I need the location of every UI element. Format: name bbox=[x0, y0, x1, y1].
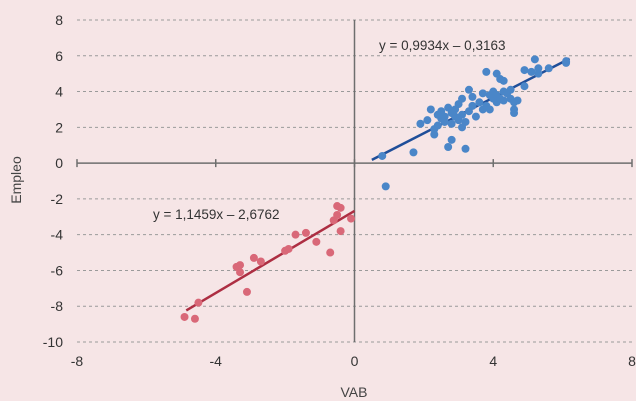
data-point-negative bbox=[336, 203, 345, 212]
x-tick-label: 8 bbox=[628, 353, 636, 369]
data-point-positive bbox=[468, 101, 477, 110]
data-point-positive bbox=[458, 110, 467, 119]
tick-labels: -8 -4 0 4 8 8 6 4 2 0 -2 -4 -6 -8 -10 bbox=[43, 12, 636, 369]
data-point-positive bbox=[458, 94, 467, 103]
data-point-negative bbox=[236, 268, 245, 277]
data-point-positive bbox=[499, 96, 508, 105]
data-point-positive bbox=[378, 151, 387, 160]
data-point-negative bbox=[326, 248, 335, 257]
data-point-positive bbox=[520, 82, 529, 91]
data-point-positive bbox=[447, 135, 456, 144]
data-point-positive bbox=[423, 116, 432, 125]
axes bbox=[76, 20, 633, 342]
data-point-negative bbox=[194, 298, 203, 307]
data-point-positive bbox=[544, 64, 553, 73]
data-point-negative bbox=[180, 312, 189, 321]
y-tick-label: -10 bbox=[43, 334, 63, 350]
data-point-negative bbox=[301, 228, 310, 237]
data-point-positive bbox=[510, 109, 519, 118]
data-point-positive bbox=[416, 119, 425, 128]
y-tick-label: -4 bbox=[51, 227, 64, 243]
y-axis-title: Empleo bbox=[8, 156, 24, 204]
y-tick-label: 0 bbox=[55, 155, 63, 171]
data-point-positive bbox=[447, 119, 456, 128]
x-tick-label: -8 bbox=[71, 353, 84, 369]
data-point-positive bbox=[499, 76, 508, 85]
data-point-negative bbox=[347, 214, 356, 223]
data-point-positive bbox=[464, 85, 473, 94]
y-tick-label: 2 bbox=[55, 119, 63, 135]
y-tick-label: -6 bbox=[51, 262, 64, 278]
trendline-negative bbox=[185, 209, 356, 312]
x-tick-label: 0 bbox=[351, 353, 359, 369]
data-point-positive bbox=[530, 55, 539, 64]
data-point-positive bbox=[506, 85, 515, 94]
data-point-positive bbox=[381, 182, 390, 191]
data-point-negative bbox=[312, 237, 321, 246]
y-tick-label: -8 bbox=[51, 298, 64, 314]
data-point-positive bbox=[444, 143, 453, 152]
data-point-positive bbox=[461, 144, 470, 153]
data-point-positive bbox=[527, 67, 536, 76]
x-tick-label: 4 bbox=[489, 353, 497, 369]
data-point-positive bbox=[478, 89, 487, 98]
data-point-positive bbox=[475, 98, 484, 107]
trendline-equation-positive: y = 0,9934x – 0,3163 bbox=[379, 38, 505, 53]
data-point-positive bbox=[409, 148, 418, 157]
data-point-positive bbox=[485, 105, 494, 114]
data-point-positive bbox=[482, 67, 491, 76]
y-tick-label: 6 bbox=[55, 48, 63, 64]
data-point-positive bbox=[520, 66, 529, 75]
trendline-equation-negative: y = 1,1459x – 2,6762 bbox=[153, 207, 279, 222]
data-point-positive bbox=[513, 96, 522, 105]
data-point-negative bbox=[190, 314, 199, 323]
data-point-positive bbox=[562, 58, 571, 67]
data-point-positive bbox=[426, 105, 435, 114]
data-point-positive bbox=[471, 112, 480, 121]
data-point-negative bbox=[336, 227, 345, 236]
data-point-positive bbox=[440, 112, 449, 121]
data-point-negative bbox=[284, 244, 293, 253]
data-point-positive bbox=[534, 64, 543, 73]
x-axis-title: VAB bbox=[341, 384, 368, 400]
data-point-positive bbox=[461, 117, 470, 126]
data-point-negative bbox=[256, 257, 265, 266]
data-point-negative bbox=[242, 287, 251, 296]
data-point-positive bbox=[433, 121, 442, 130]
x-tick-label: -4 bbox=[210, 353, 223, 369]
data-point-negative bbox=[291, 230, 300, 239]
y-tick-label: -2 bbox=[51, 191, 64, 207]
y-tick-label: 4 bbox=[55, 84, 63, 100]
data-point-negative bbox=[333, 210, 342, 219]
data-point-positive bbox=[468, 92, 477, 101]
data-points bbox=[180, 55, 571, 323]
data-point-negative bbox=[236, 261, 245, 270]
y-tick-label: 8 bbox=[55, 12, 63, 28]
data-point-negative bbox=[249, 253, 258, 262]
